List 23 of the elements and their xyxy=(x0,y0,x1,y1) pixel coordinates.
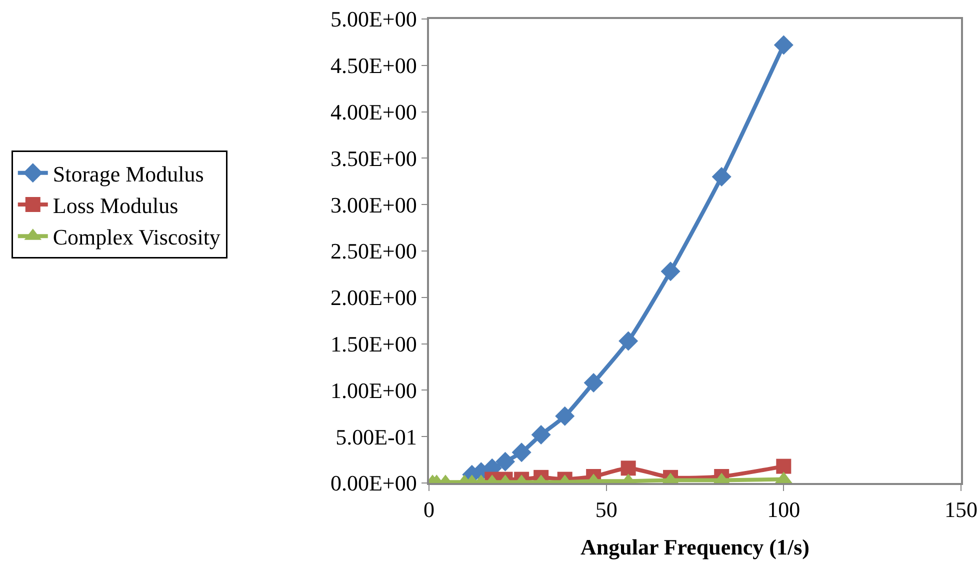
y-tick-label: 2.50E+00 xyxy=(330,238,417,264)
y-tick-label: 3.50E+00 xyxy=(330,146,417,171)
legend-label: Storage Modulus xyxy=(52,161,204,186)
x-tick-label: 50 xyxy=(595,497,618,522)
y-tick-label: 4.00E+00 xyxy=(330,100,417,124)
x-tick-label: 150 xyxy=(944,497,978,522)
legend-label: Complex Viscosity xyxy=(52,224,220,250)
y-tick-label: 1.50E+00 xyxy=(330,332,417,356)
y-tick-label: 3.00E+00 xyxy=(330,192,417,218)
legend-label: Loss Modulus xyxy=(52,193,178,218)
y-tick-label: 1.00E+00 xyxy=(330,378,417,403)
y-tick-label: 5.00E+00 xyxy=(330,6,417,32)
y-tick-label: 2.00E+00 xyxy=(330,285,417,310)
point xyxy=(660,262,680,282)
y-tick-label: 4.50E+00 xyxy=(330,53,417,78)
x-tick-label: 100 xyxy=(767,497,800,522)
point xyxy=(774,35,794,55)
x-axis-title: Angular Frequency (1/s) xyxy=(580,534,810,560)
point xyxy=(712,167,732,187)
point xyxy=(618,331,638,351)
y-tick-label: 0.00E+00 xyxy=(330,470,417,496)
x-tick-label: 0 xyxy=(424,497,434,522)
y-tick-label: 5.00E-01 xyxy=(336,424,417,450)
